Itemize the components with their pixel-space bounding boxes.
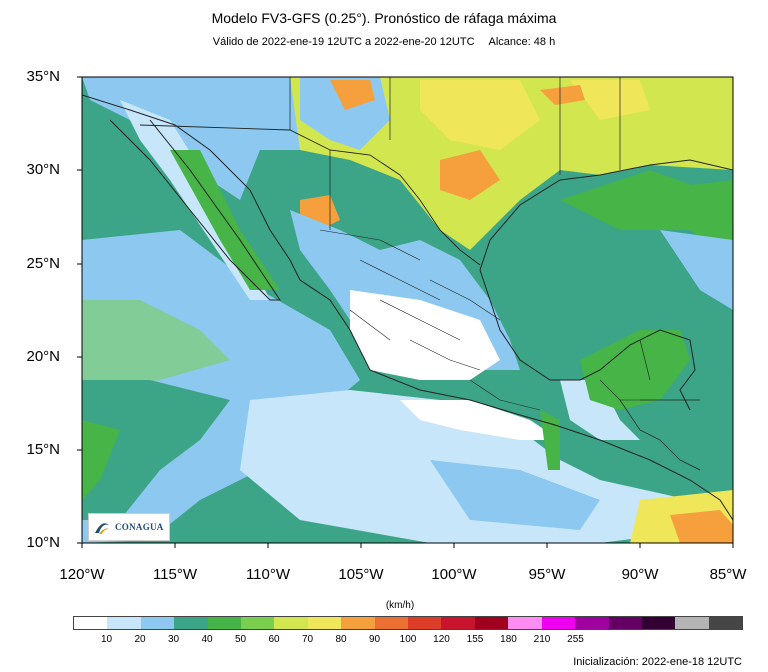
colorbar-tick-label: 40 <box>201 634 213 645</box>
mexico-central-white <box>350 290 500 380</box>
colorbar-tick-label: 90 <box>368 634 381 645</box>
colorbar-tick-label: 100 <box>399 634 417 645</box>
colorbar-tick-label: 255 <box>567 634 584 645</box>
lat-label-15: 15°N <box>26 441 60 458</box>
colorbar-tick-label: 80 <box>335 634 347 645</box>
colorbar-swatch <box>374 617 409 629</box>
colorbar-swatch <box>441 617 475 629</box>
logo-text: CONAGUA <box>115 522 164 532</box>
colorbar-tick-label: 30 <box>167 634 180 645</box>
colorbar-tick-label: 180 <box>500 634 517 645</box>
colorbar <box>73 616 743 630</box>
pacific-green-patch <box>82 300 230 390</box>
gulf-california-green <box>170 150 280 290</box>
usa-yellow <box>290 77 733 250</box>
state-borders-us <box>289 77 621 230</box>
colorbar-swatch <box>708 617 743 629</box>
pacific-green-band <box>82 380 230 520</box>
colorbar-tick-label: 60 <box>268 634 280 645</box>
central-america-borders <box>619 399 701 471</box>
lat-label-35: 35°N <box>26 68 60 85</box>
colorbar-tick-label: 20 <box>134 634 146 645</box>
usa-orange-nw <box>330 80 375 110</box>
us-mexico-border <box>139 124 481 266</box>
lon-label-100: 100°W <box>431 566 477 583</box>
colorbar-swatch <box>608 617 642 629</box>
lat-label-20: 20°N <box>26 348 60 365</box>
colorbar-tick-label: 210 <box>533 634 551 645</box>
colorbar-swatch <box>241 617 275 629</box>
colorbar-swatch <box>74 617 108 629</box>
colorbar-swatch <box>541 617 576 629</box>
colorbar-tick-label: 50 <box>234 634 247 645</box>
colorbar-tick-label: 120 <box>433 634 450 645</box>
validity-text: Válido de 2022-ene-19 12UTC a 2022-ene-2… <box>212 36 475 48</box>
conagua-emblem-icon <box>95 523 109 534</box>
axis-ticks <box>77 76 734 548</box>
init-time: Inicialización: 2022-ene-18 12UTC <box>573 656 742 668</box>
lat-label-25: 25°N <box>26 255 60 272</box>
colorbar-swatch <box>408 617 442 629</box>
gust-field <box>82 77 733 543</box>
gulf-blue-patch <box>660 230 733 310</box>
colorbar-swatch <box>307 617 342 629</box>
lon-label-110: 110°W <box>245 566 291 583</box>
mexico-south-white <box>400 400 560 440</box>
yucatan-green <box>580 330 690 410</box>
lon-label-115: 115°W <box>152 566 198 583</box>
lon-label-120: 120°W <box>59 566 105 583</box>
lon-label-85: 85°W <box>709 566 747 583</box>
se-orange <box>670 510 733 543</box>
gulf-coastline <box>479 159 733 411</box>
colorbar-swatch <box>341 617 375 629</box>
colorbar-swatch <box>174 617 208 629</box>
pacific-coastline <box>82 94 733 521</box>
texas-orange <box>440 150 500 200</box>
chiapas-pale <box>560 380 640 440</box>
colorbar-units: (km/h) <box>385 600 415 611</box>
southern-blue-zone <box>430 460 600 530</box>
pacific-green-spot <box>82 420 120 500</box>
lon-label-90: 90°W <box>621 566 659 583</box>
baja-coastline <box>109 119 281 301</box>
lat-label-10: 10°N <box>26 534 60 551</box>
colorbar-swatch <box>641 617 676 629</box>
colorbar-tick-label: 155 <box>466 634 484 645</box>
colorbar-swatch <box>140 617 175 629</box>
lon-label-105: 105°W <box>338 566 384 583</box>
lon-label-95: 95°W <box>528 566 566 583</box>
colorbar-swatch <box>575 617 609 629</box>
usa-yellow-ne <box>570 80 650 120</box>
conagua-logo: CONAGUA <box>88 513 170 541</box>
chart-subtitle: Válido de 2022-ene-19 12UTC a 2022-ene-2… <box>0 36 768 48</box>
range-text: Alcance: 48 h <box>488 36 556 48</box>
lat-label-30: 30°N <box>26 161 60 178</box>
map-frame <box>81 76 734 544</box>
caribbean <box>680 380 733 450</box>
usa-yellow-core <box>420 80 540 150</box>
colorbar-swatch <box>107 617 141 629</box>
colorbar-tick-label: 10 <box>100 634 113 645</box>
colorbar-tick-label: 70 <box>301 634 314 645</box>
florida-green <box>650 180 733 230</box>
usa-orange-n <box>540 85 585 105</box>
chart-title: Modelo FV3-GFS (0.25°). Pronóstico de rá… <box>211 10 557 26</box>
colorbar-swatch <box>207 617 242 629</box>
colorbar-swatch <box>474 617 509 629</box>
colorbar-swatch <box>274 617 308 629</box>
colorbar-swatch <box>675 617 709 629</box>
colorbar-swatch <box>508 617 542 629</box>
